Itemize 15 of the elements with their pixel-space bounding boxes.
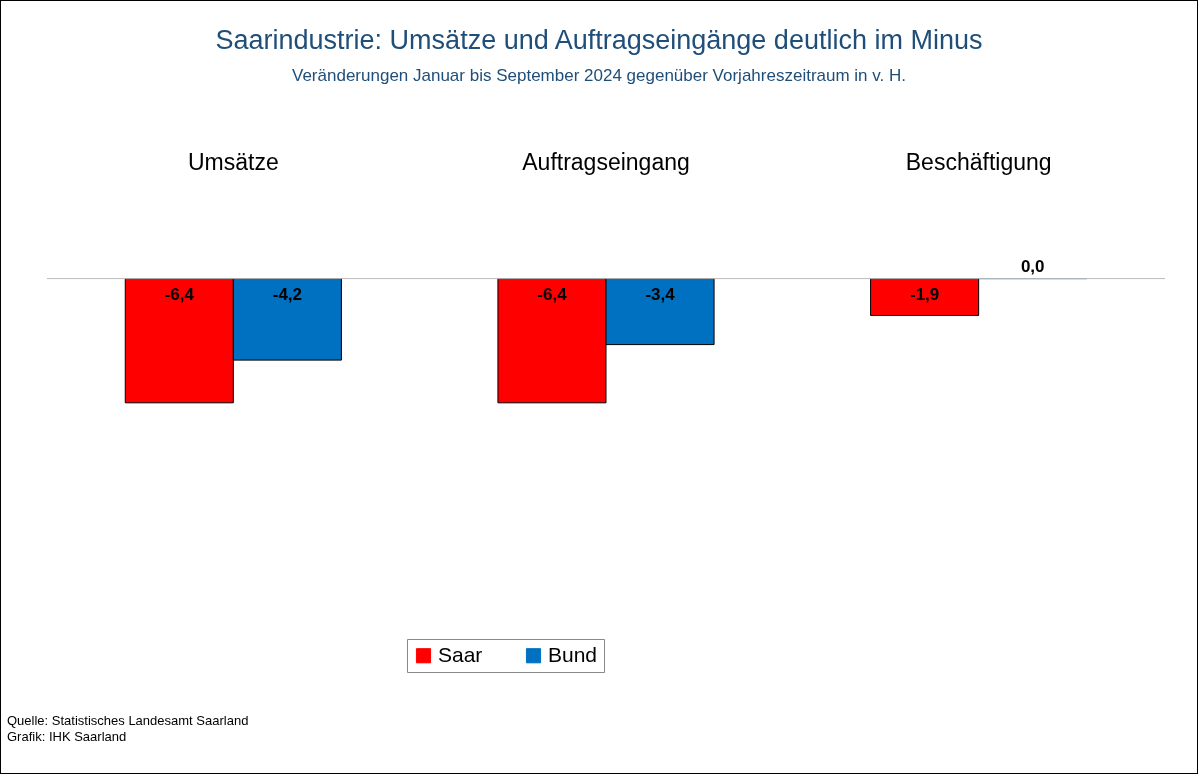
x-tick-label: Beschäftigung [905, 148, 1052, 175]
source-note: Quelle: Statistisches Landesamt Saarland [7, 713, 249, 729]
data-label: -4,2 [272, 284, 303, 304]
legend-label: Saar [438, 642, 483, 666]
text: Grafik: IHK Saarland [7, 729, 128, 745]
chart-subtitle: Veränderungen Januar bis September 2024 gegenüber Vorjahreszeitraum in v. H. [291, 66, 907, 86]
data-label: -1,9 [909, 284, 940, 304]
x-tick-label: Umsätze [187, 148, 279, 175]
legend-label: Bund [548, 642, 598, 666]
x-tick-label: Auftragseingang [522, 148, 690, 175]
data-label: -6,4 [164, 284, 195, 304]
data-label: -6,4 [537, 284, 568, 304]
data-label: -3,4 [645, 284, 676, 304]
chart-title: Saarindustrie: Umsätze und Auftragseingänge deutlich im Minus [214, 25, 984, 56]
data-label: 0,0 [1020, 256, 1045, 276]
